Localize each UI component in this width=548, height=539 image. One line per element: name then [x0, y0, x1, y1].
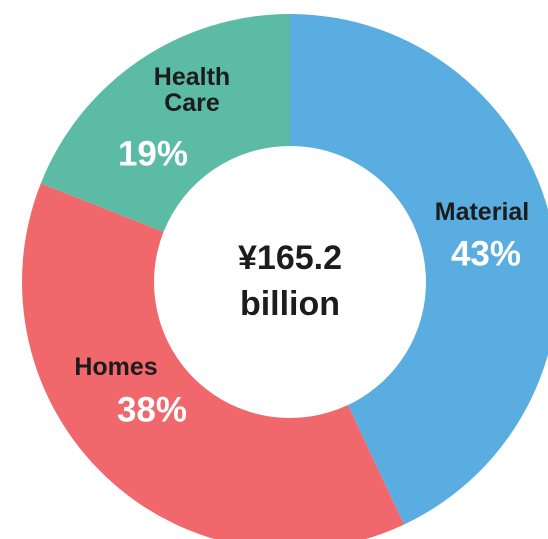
slice-name: Homes — [74, 352, 158, 381]
donut-slice — [22, 183, 405, 539]
donut-slice — [290, 14, 548, 525]
slice-value-label: 43% — [450, 234, 522, 274]
slice-value-label: 38% — [116, 390, 188, 430]
slice-value-label: 19% — [117, 134, 189, 174]
center-label: ¥165.2 billion — [238, 239, 342, 323]
donut-slice — [40, 14, 290, 232]
slice-name: Health Care — [153, 62, 231, 117]
slice-name: Material — [434, 197, 530, 226]
